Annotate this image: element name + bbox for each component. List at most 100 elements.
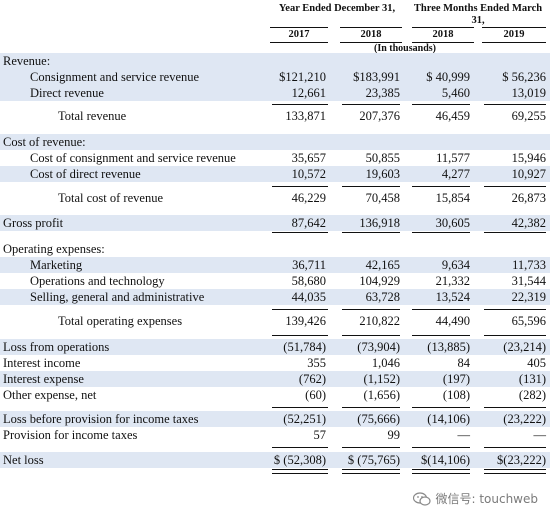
row-label: Total revenue	[58, 109, 127, 123]
watermark-text: 微信号: touchweb	[435, 492, 538, 506]
wechat-icon	[413, 491, 432, 506]
table-row: Revenue:	[0, 53, 550, 69]
table-row: Gross profit 87,642 136,918 30,605 42,382	[0, 215, 550, 231]
row-value: 4,277	[441, 167, 470, 181]
table-double-rule	[342, 469, 400, 474]
row-value: $183,991	[353, 70, 400, 84]
row-value: 13,524	[435, 290, 470, 304]
row-value: 139,426	[285, 314, 326, 328]
row-value: —	[457, 428, 471, 442]
row-value: 42,382	[511, 216, 546, 230]
header-three-months-ended: Three Months Ended March 31,	[413, 3, 543, 26]
row-value: (73,904)	[357, 340, 400, 354]
row-value: 15,854	[435, 191, 470, 205]
row-value: (23,222)	[503, 412, 546, 426]
row-label: Interest expense	[3, 372, 84, 386]
row-value: (197)	[442, 372, 470, 386]
row-value: 69,255	[511, 109, 546, 123]
row-label: Consignment and service revenue	[30, 70, 200, 84]
table-double-rule	[412, 469, 470, 474]
table-row: Operating expenses:	[0, 241, 550, 257]
row-value: 84	[457, 356, 471, 370]
header-year-ended: Year Ended December 31,	[278, 3, 396, 14]
watermark: 微信号: touchweb	[413, 490, 538, 507]
row-value: 136,918	[359, 216, 400, 230]
row-label: Net loss	[3, 453, 44, 467]
row-value: 46,459	[435, 109, 470, 123]
row-value: 10,927	[511, 167, 546, 181]
row-value: 15,946	[511, 151, 546, 165]
row-label: Cost of revenue:	[3, 135, 86, 149]
table-row: Cost of revenue:	[0, 134, 550, 150]
row-value: 99	[387, 428, 401, 442]
row-value: $ (52,308)	[273, 453, 326, 467]
row-value: 12,661	[291, 86, 326, 100]
table-rule	[412, 309, 470, 310]
table-rule	[272, 447, 328, 448]
table-rule	[412, 104, 470, 105]
row-value: 26,873	[511, 191, 546, 205]
table-rule	[484, 232, 546, 233]
row-value: 36,711	[292, 258, 326, 272]
table-row: Loss from operations (51,784) (73,904) (13,…	[0, 339, 550, 355]
row-value: (13,885)	[427, 340, 470, 354]
row-label: Operating expenses:	[3, 242, 105, 256]
table-row: Total revenue 133,871 207,376 46,459 69,255	[0, 108, 550, 124]
row-value: 42,165	[365, 258, 400, 272]
row-value: 31,544	[511, 274, 546, 288]
row-label: Gross profit	[3, 216, 64, 230]
table-rule	[484, 104, 546, 105]
table-rule	[484, 186, 546, 187]
table-rule	[342, 447, 400, 448]
table-rule	[272, 407, 328, 408]
row-value: 44,490	[435, 314, 470, 328]
row-value: 5,460	[441, 86, 470, 100]
table-rule	[272, 232, 328, 233]
row-value: $(23,222)	[497, 453, 546, 467]
row-value: 57	[313, 428, 327, 442]
row-value: $(14,106)	[421, 453, 470, 467]
row-label: Cost of direct revenue	[30, 167, 141, 181]
column-header-2018-q1: 2018	[412, 27, 474, 43]
table-row: Provision for income taxes 57 99 — —	[0, 427, 550, 443]
row-value: 1,046	[371, 356, 400, 370]
table-rule	[342, 335, 400, 336]
row-value: (51,784)	[283, 340, 326, 354]
row-value: $121,210	[279, 70, 326, 84]
row-value: 207,376	[359, 109, 400, 123]
row-value: 11,733	[512, 258, 546, 272]
row-value: 104,929	[359, 274, 400, 288]
row-value: 21,332	[435, 274, 470, 288]
table-double-rule	[272, 469, 328, 474]
table-rule	[272, 186, 328, 187]
row-label: Interest income	[3, 356, 81, 370]
row-value: (1,152)	[363, 372, 400, 386]
row-label: Other expense, net	[3, 388, 97, 402]
table-rule	[412, 186, 470, 187]
table-row: Loss before provision for income taxes (5…	[0, 411, 550, 427]
row-label: Total operating expenses	[58, 314, 183, 328]
row-value: 46,229	[291, 191, 326, 205]
table-row: Operations and technology 58,680 104,929 21…	[0, 273, 550, 289]
row-value: 9,634	[441, 258, 470, 272]
row-label: Total cost of revenue	[58, 191, 163, 205]
row-value: 13,019	[511, 86, 546, 100]
row-value: 35,657	[291, 151, 326, 165]
row-value: 355	[307, 356, 326, 370]
row-label: Direct revenue	[30, 86, 104, 100]
table-rule	[412, 335, 470, 336]
table-rule	[412, 447, 470, 448]
table-rule	[342, 309, 400, 310]
column-header-2017: 2017	[270, 27, 328, 43]
table-row: Total cost of revenue 46,229 70,458 15,854 2…	[0, 190, 550, 206]
table-rule	[412, 232, 470, 233]
row-value: 210,822	[359, 314, 400, 328]
table-rule	[272, 309, 328, 310]
table-rule	[342, 104, 400, 105]
table-rule	[412, 407, 470, 408]
row-value: (14,106)	[427, 412, 470, 426]
row-value: $ 56,236	[502, 70, 546, 84]
table-rule	[484, 447, 546, 448]
table-row: Direct revenue 12,661 23,385 5,460 13,019	[0, 85, 550, 101]
row-value: 405	[527, 356, 546, 370]
